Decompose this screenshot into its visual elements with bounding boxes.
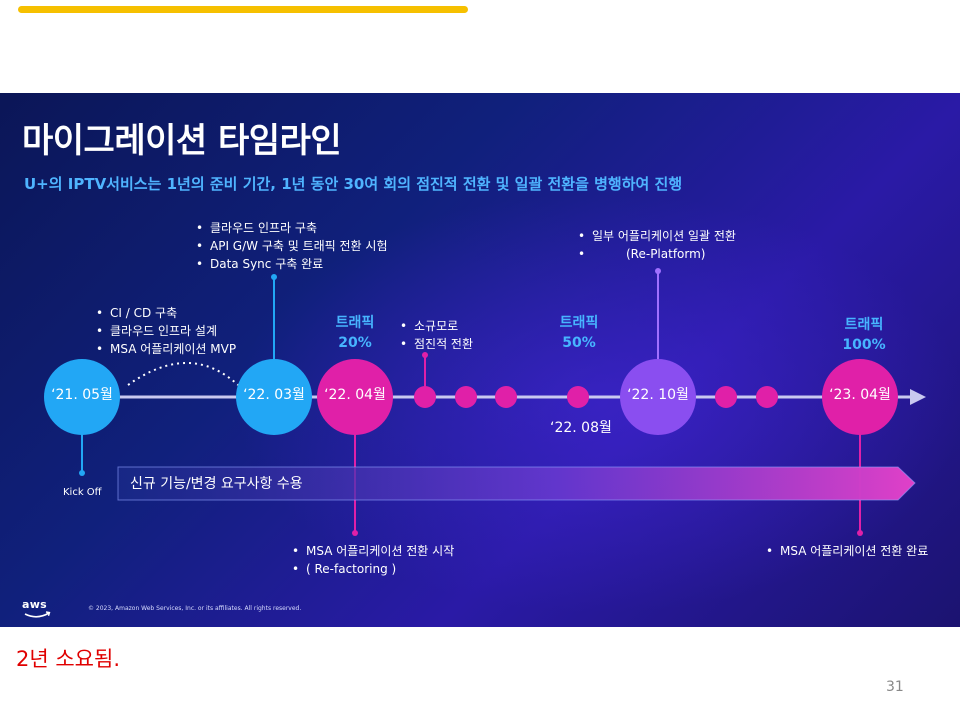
connector-2203-dot [271,274,277,280]
note-item: MSA 어플리케이션 전환 완료 [766,542,928,560]
copyright-text: © 2023, Amazon Web Services, Inc. or its… [88,605,302,612]
small-dot-5 [715,386,737,408]
note-item-cont: (Re-Platform) [578,245,736,263]
top-accent-bar [18,6,468,13]
node-2105 [44,359,120,435]
note-item: MSA 어플리케이션 MVP [96,340,236,358]
connector-2210-dot [655,268,661,274]
slide-subtitle: U+의 IPTV서비스는 1년의 준비 기간, 1년 동안 30여 회의 점진적… [24,175,683,193]
connector-2105-dot [79,470,85,476]
traffic-value: 20% [338,335,372,351]
traffic-100: 트래픽 100% [842,315,885,355]
note-item-cont: 점진적 전환 [400,335,473,353]
aws-logo: aws [22,598,48,611]
note-item: API G/W 구축 및 트래픽 전환 시험 [196,237,387,255]
node-label-2105: ‘21. 05월 [51,387,113,403]
node-label-2204: ‘22. 04월 [324,387,386,403]
aws-smile-icon [24,611,51,618]
small-dot-4 [567,386,589,408]
note-item: Data Sync 구축 완료 [196,255,387,273]
note-item-cont: ( Re-factoring ) [292,560,454,578]
dotted-arc [127,362,239,386]
node-2210 [620,359,696,435]
notes-2210: 일부 어플리케이션 일괄 전환 (Re-Platform) [578,227,736,263]
note-item: 클라우드 인프라 설계 [96,322,236,340]
small-dot-2 [455,386,477,408]
node-2204 [317,359,393,435]
note-text: (Re-Platform) [626,247,706,261]
traffic-label: 트래픽 [844,317,884,333]
connector-2304-dot [857,530,863,536]
notes-2105: CI / CD 구축 클라우드 인프라 설계 MSA 어플리케이션 MVP [96,304,236,358]
traffic-value: 100% [842,337,886,353]
notes-2204-below: MSA 어플리케이션 전환 시작 ( Re-factoring ) [292,542,454,578]
note-item: 소규모로 [400,317,473,335]
notes-2203: 클라우드 인프라 구축 API G/W 구축 및 트래픽 전환 시험 Data … [196,219,387,273]
traffic-20: 트래픽 20% [336,313,375,353]
note-text: ( Re-factoring ) [306,562,397,576]
date-label-2208: ‘22. 08월 [550,420,612,436]
small-dot-1 [414,386,436,408]
node-2304 [822,359,898,435]
notes-small-scale: 소규모로 점진적 전환 [400,317,473,353]
page-number: 31 [886,679,904,695]
traffic-50: 트래픽 50% [560,313,599,353]
connector-small-dot [422,352,428,358]
slide-image: 마이그레이션 타임라인 U+의 IPTV서비스는 1년의 준비 기간, 1년 동… [0,93,960,627]
note-item: CI / CD 구축 [96,304,236,322]
timeline-graphic [44,268,926,536]
caption-text: 2년 소요됨. [16,647,120,671]
node-label-2210: ‘22. 10월 [627,387,689,403]
kickoff-label: Kick Off [63,487,102,498]
node-label-2203: ‘22. 03월 [243,387,305,403]
note-item: 클라우드 인프라 구축 [196,219,387,237]
requirements-banner [117,466,916,501]
traffic-label: 트래픽 [559,315,599,331]
small-dot-3 [495,386,517,408]
note-item: MSA 어플리케이션 전환 시작 [292,542,454,560]
slide-title: 마이그레이션 타임라인 [22,121,342,161]
note-text: 점진적 전환 [414,337,474,351]
notes-2304-below: MSA 어플리케이션 전환 완료 [766,542,928,560]
connector-2204-dot [352,530,358,536]
traffic-value: 50% [562,335,596,351]
banner-label: 신규 기능/변경 요구사항 수용 [130,476,303,492]
timeline-arrow-head [910,389,926,405]
traffic-label: 트래픽 [335,315,375,331]
node-2203 [236,359,312,435]
small-dot-6 [756,386,778,408]
note-item: 일부 어플리케이션 일괄 전환 [578,227,736,245]
node-label-2304: ‘23. 04월 [829,387,891,403]
